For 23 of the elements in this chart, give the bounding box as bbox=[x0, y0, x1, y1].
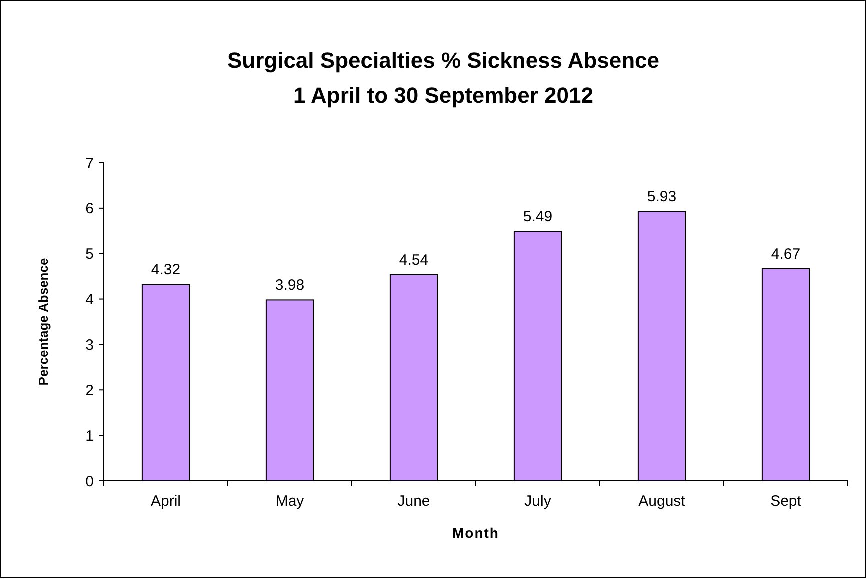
x-axis-title: Month bbox=[452, 525, 500, 541]
y-axis-title: Percentage Absence bbox=[36, 258, 51, 386]
x-tick-label: June bbox=[398, 493, 430, 510]
data-label: 3.98 bbox=[275, 277, 305, 294]
y-tick-label: 6 bbox=[86, 200, 94, 218]
y-tick-label: 4 bbox=[86, 292, 94, 309]
y-tick-label: 5 bbox=[86, 246, 94, 264]
y-tick-label: 1 bbox=[86, 428, 94, 445]
y-tick-label: 7 bbox=[86, 155, 94, 172]
data-label: 5.49 bbox=[523, 208, 553, 226]
y-tick-label: 0 bbox=[86, 473, 94, 490]
y-tick-label: 2 bbox=[86, 382, 94, 400]
data-label: 5.93 bbox=[647, 188, 677, 206]
y-tick-label: 3 bbox=[86, 336, 94, 354]
x-tick-label: July bbox=[524, 493, 552, 510]
x-tick-label: April bbox=[150, 493, 182, 510]
data-label: 4.32 bbox=[151, 262, 181, 279]
chart-title: Surgical Specialties % Sickness Absence 1 April to 30 September 2012 bbox=[227, 48, 660, 108]
x-tick-label: Sept bbox=[770, 493, 802, 510]
x-tick-label: August bbox=[638, 493, 686, 510]
data-label: 4.54 bbox=[399, 252, 429, 269]
x-tick-label: May bbox=[276, 493, 305, 510]
data-label: 4.67 bbox=[771, 246, 801, 263]
